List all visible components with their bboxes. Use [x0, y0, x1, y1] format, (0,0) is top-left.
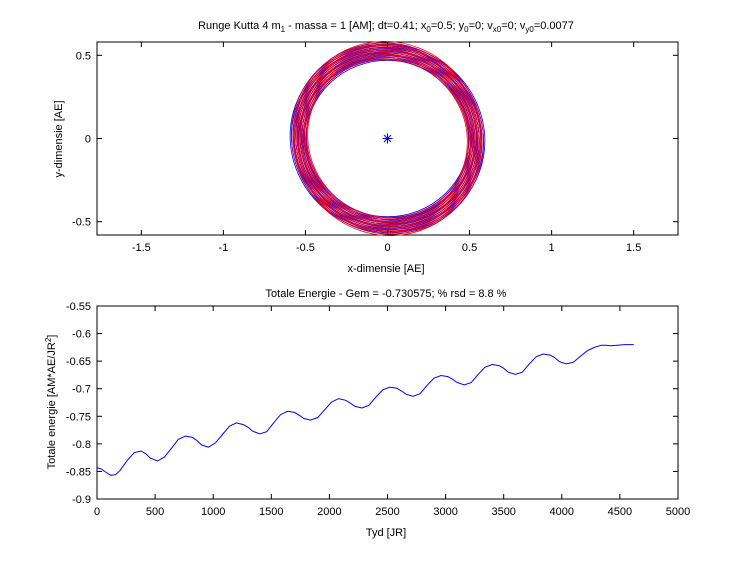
orbit-x-tick-label: 0 [384, 242, 390, 254]
energy-y-tick-label: -0.8 [72, 439, 91, 451]
energy-x-tick-label: 2500 [375, 506, 399, 518]
energy-y-axis-label: Totale energie [AM*AE/JR2] [44, 335, 58, 470]
orbit-ring [297, 49, 478, 228]
energy-series-line [96, 344, 634, 476]
orbit-ring [301, 54, 474, 223]
orbit-x-tick-label: -1 [218, 242, 228, 254]
energy-y-tick-label: -0.75 [66, 411, 91, 423]
orbit-y-axis-ticks: -0.5 0 0.5 [72, 50, 678, 229]
orbit-ring [299, 52, 476, 225]
energy-x-tick-label: 4500 [608, 506, 632, 518]
orbit-y-axis-label: y-dimensie [AE] [53, 100, 65, 177]
orbit-x-tick-label: 1 [549, 242, 555, 254]
orbit-ring [306, 59, 469, 218]
orbit-y-tick-label: -0.5 [72, 217, 91, 229]
orbit-ring [297, 47, 478, 230]
orbit-x-tick-label: 0.5 [462, 242, 477, 254]
center-asterisk-stroke [383, 134, 392, 143]
energy-x-tick-label: 3500 [491, 506, 515, 518]
orbit-ring [305, 56, 470, 221]
energy-y-tick-label: -0.55 [66, 301, 91, 313]
energy-chart-title: Totale Energie - Gem = -0.730575; % rsd … [266, 288, 507, 300]
energy-chart: Totale Energie - Gem = -0.730575; % rsd … [44, 288, 690, 539]
orbit-ring [292, 40, 483, 237]
orbit-x-tick-label: -1.5 [132, 242, 151, 254]
energy-x-tick-label: 1000 [201, 506, 225, 518]
orbit-y-tick-label: 0.5 [76, 50, 91, 62]
energy-y-tick-label: -0.85 [66, 466, 91, 478]
energy-plot-area [96, 305, 679, 500]
energy-x-tick-label: 3000 [433, 506, 457, 518]
energy-x-tick-label: 4000 [550, 506, 574, 518]
energy-y-tick-label: -0.65 [66, 356, 91, 368]
orbit-x-tick-label: 1.5 [626, 242, 641, 254]
orbit-ring [303, 56, 472, 221]
energy-series-group [96, 344, 634, 476]
orbit-x-axis-label: x-dimensie [AE] [347, 263, 424, 275]
orbit-x-tick-label: -0.5 [296, 242, 315, 254]
energy-x-tick-label: 1500 [259, 506, 283, 518]
orbit-ring [290, 42, 485, 235]
orbit-ring [301, 51, 474, 226]
orbit-chart-title: Runge Kutta 4 m1 - massa = 1 [AM]; dt=0.… [198, 20, 574, 34]
energy-y-tick-label: -0.9 [72, 494, 91, 506]
orbit-x-axis-ticks: -1.5 -1 -0.5 0 0.5 1 1.5 [132, 42, 641, 254]
energy-x-tick-label: 5000 [666, 506, 690, 518]
energy-x-axis-label: Tyd [JR] [366, 527, 406, 539]
orbit-y-tick-label: 0 [85, 134, 91, 146]
orbit-ring [293, 45, 482, 232]
energy-x-axis-ticks: 0 500 1000 1500 2000 2500 3000 3500 4000 4500 5000 [94, 306, 690, 518]
energy-y-tick-label: -0.6 [72, 329, 91, 341]
energy-x-tick-label: 2000 [317, 506, 341, 518]
energy-x-tick-label: 0 [94, 506, 100, 518]
orbit-series-group [289, 40, 486, 237]
energy-y-axis-ticks: -0.9 -0.85 -0.8 -0.75 -0.7 -0.65 -0.6 -0.55 [66, 301, 678, 506]
orbit-center-marker [382, 133, 393, 144]
orbit-chart: Runge Kutta 4 m1 - massa = 1 [AM]; dt=0.… [53, 20, 679, 275]
energy-y-tick-label: -0.7 [72, 384, 91, 396]
energy-x-tick-label: 500 [146, 506, 164, 518]
orbit-ring [295, 47, 480, 230]
